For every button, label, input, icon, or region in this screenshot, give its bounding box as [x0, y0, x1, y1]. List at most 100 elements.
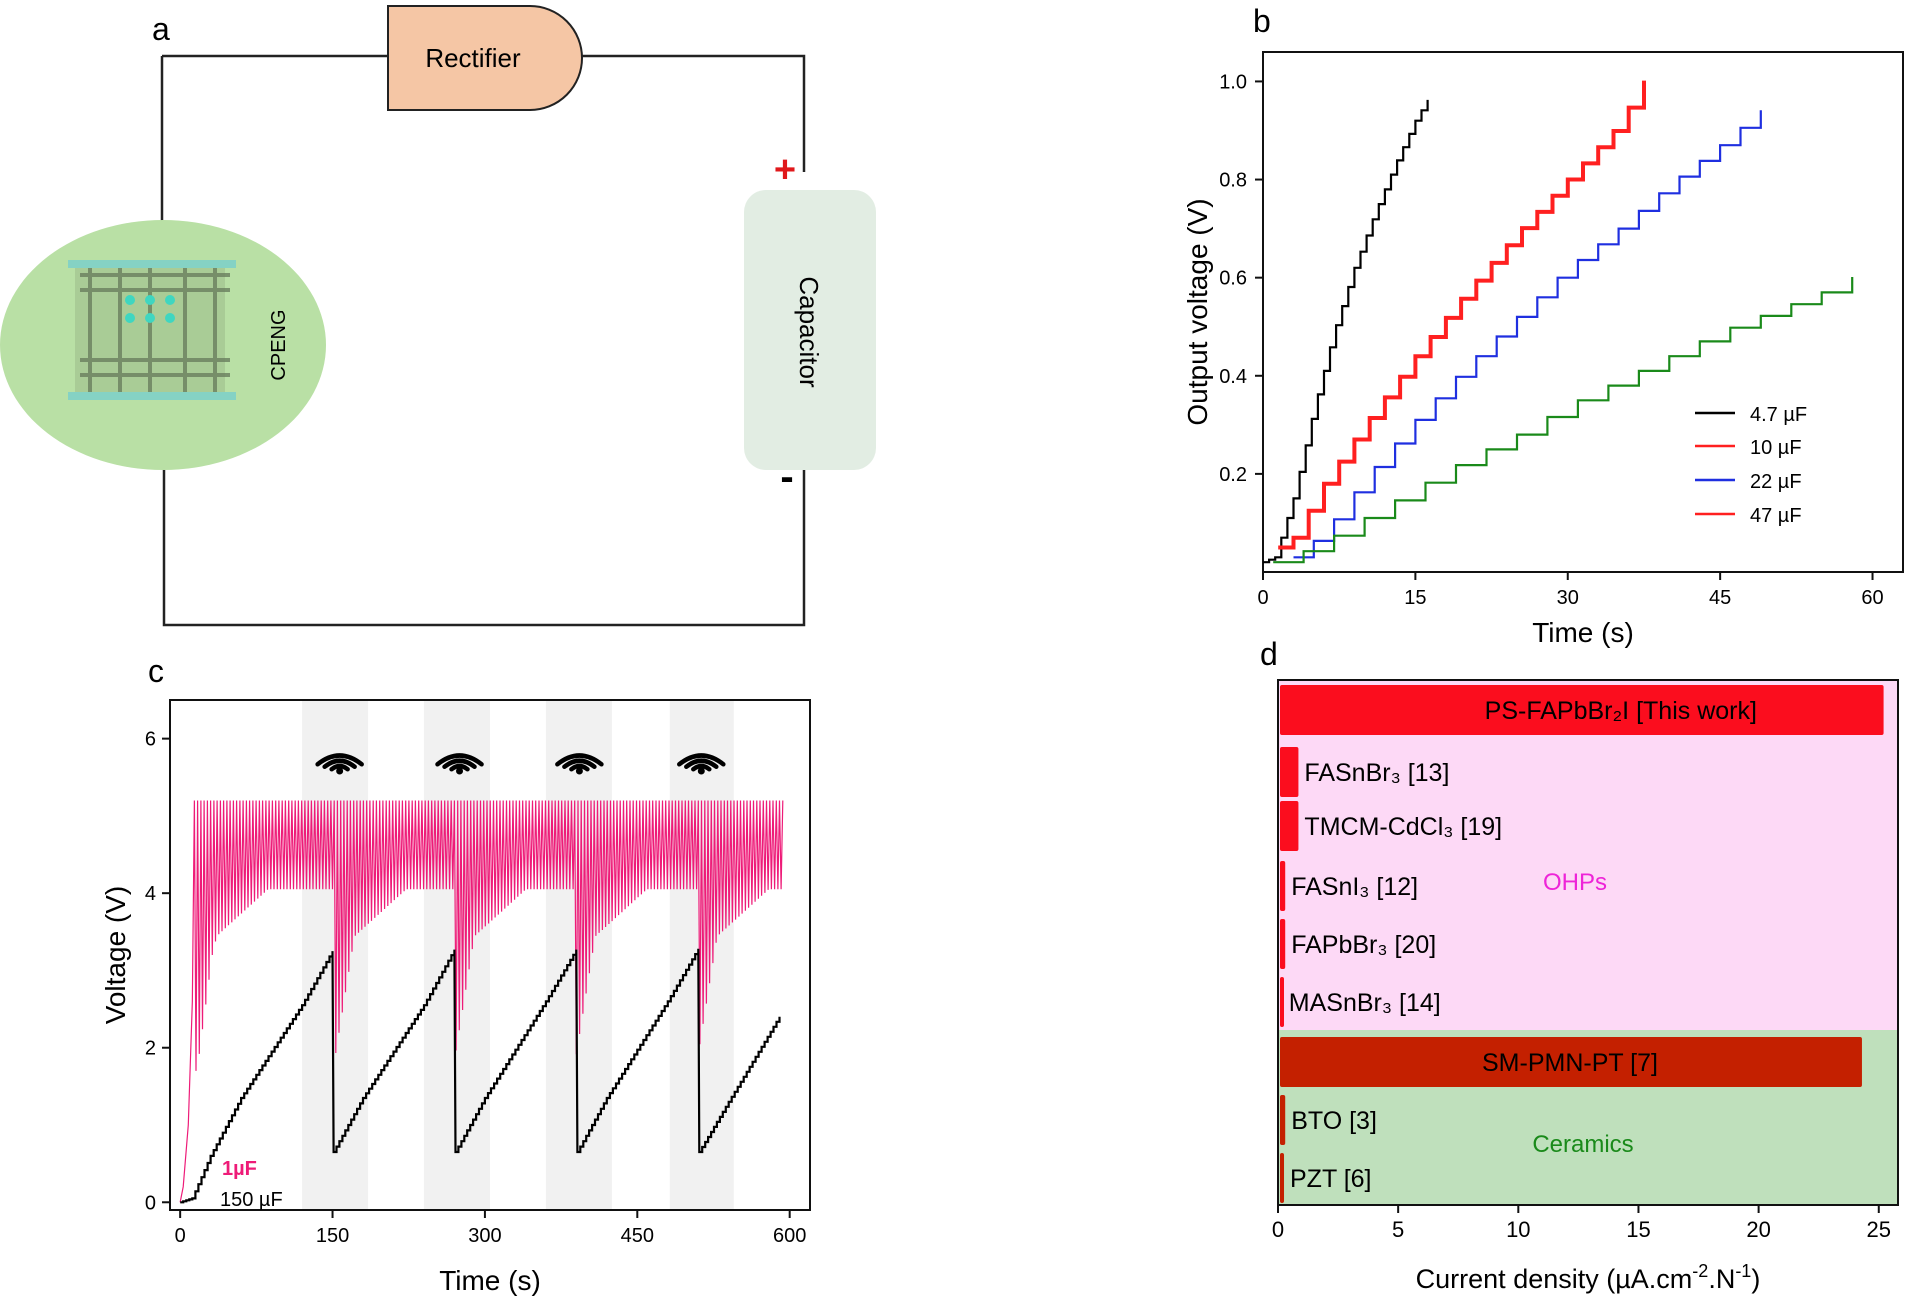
plot-c-frame: [169, 699, 811, 1211]
plot-c-xtick-label: 300: [468, 1225, 501, 1247]
plot-c-ytick-label: 6: [145, 729, 156, 751]
plot-d-bar-label: FASnBr₃ [13]: [1304, 759, 1449, 787]
minus-terminal-icon: -: [780, 455, 793, 499]
plot-d-bar: [1280, 1037, 1862, 1087]
capacitor-block: [744, 190, 876, 470]
plot-c-ylabel: Voltage (V): [100, 886, 131, 1025]
plot-c-ytick-label: 2: [145, 1038, 156, 1060]
plot-d-axes: 0 5 10 15 20 25: [1272, 1205, 1891, 1242]
plot-d-xtick-label: 0: [1272, 1217, 1284, 1242]
plot-d-group-ohps: OHPs: [1543, 869, 1607, 896]
wifi-arc: [684, 758, 719, 769]
plot-c-ytick-label: 4: [145, 883, 156, 905]
wifi-dot: [575, 767, 583, 775]
plot-b-series-3: [1273, 277, 1854, 564]
plot-b-series-0: [1263, 99, 1429, 564]
wifi-icon: [555, 753, 604, 775]
wifi-arc: [435, 753, 484, 767]
plot-d-xtick-label: 15: [1626, 1217, 1650, 1242]
panel-a: a Rectifier Capacitor + -: [0, 5, 876, 627]
plot-d-bar-label: PS-FAPbBr₂I [This work]: [1485, 697, 1757, 725]
plot-d-ohps-region: [1278, 680, 1898, 1030]
plot-b-series-1: [1278, 80, 1646, 550]
plot-b-legend: 4.7 µF 10 µF 22 µF 47 µF: [1695, 404, 1807, 527]
capacitor-label: Capacitor: [794, 276, 824, 388]
cpeng-label: CPENG: [268, 309, 290, 380]
plot-b-ytick-label: 0.6: [1219, 268, 1247, 290]
plot-b-series-2: [1293, 110, 1762, 559]
plot-d-bar: [1280, 861, 1286, 911]
plot-b-ytick-label: 0.8: [1219, 170, 1247, 192]
cpeng-structure-icon: [68, 260, 236, 400]
wifi-arc: [442, 758, 477, 769]
wifi-arc: [569, 763, 590, 772]
plot-b-axes: 0 15 30 45 60 0.2 0.4 0.6 0.8 1.0: [1219, 71, 1883, 609]
plot-b-xtick-label: 60: [1861, 587, 1883, 609]
plot-b-xtick-label: 45: [1709, 587, 1731, 609]
wifi-icon: [315, 753, 364, 775]
plot-c-wifi-icons: [315, 753, 726, 775]
legend-b-label-1: 10 µF: [1750, 437, 1802, 459]
plot-d-bar: [1280, 919, 1286, 969]
plot-c-series-1uf: [179, 800, 784, 1203]
plot-b-frame: [1262, 51, 1904, 573]
plot-d-xtick-label: 25: [1867, 1217, 1891, 1242]
plot-d-bar-label: SM-PMN-PT [7]: [1482, 1049, 1658, 1077]
legend-b-label-3: 47 µF: [1750, 505, 1802, 527]
plot-d-group-ceramics: Ceramics: [1532, 1131, 1633, 1158]
plot-b-xtick-label: 15: [1404, 587, 1426, 609]
plot-b-ytick-label: 0.2: [1219, 464, 1247, 486]
plot-d-bar-label: FAPbBr₃ [20]: [1291, 931, 1436, 959]
plot-d-bar-label: TMCM-CdCl₃ [19]: [1304, 813, 1502, 841]
plot-d-bar: [1280, 1153, 1285, 1203]
panel-d: d PS-FAPbBr₂I [This work] FASnBr₃ [13] TMC…: [1260, 636, 1899, 1294]
wifi-arc: [322, 758, 357, 769]
plot-c-xtick-label: 450: [621, 1225, 654, 1247]
wifi-dot: [456, 767, 464, 775]
plot-d-bar-label: BTO [3]: [1291, 1107, 1377, 1135]
wifi-arc: [677, 753, 726, 767]
plot-d-bars: PS-FAPbBr₂I [This work] FASnBr₃ [13] TMCM-…: [1280, 685, 1884, 1203]
plot-c-axes: 0 150 300 450 600 0 2 4 6: [145, 729, 806, 1247]
plot-d-xtick-label: 10: [1506, 1217, 1530, 1242]
rectifier-block: [387, 5, 583, 111]
plot-b-ylabel: Output voltage (V): [1182, 198, 1213, 425]
plot-c-label-1uf: 1µF: [222, 1158, 257, 1180]
wifi-dot: [336, 767, 344, 775]
plot-c-xtick-label: 150: [316, 1225, 349, 1247]
plot-c-series: [179, 800, 784, 1204]
legend-b-label-2: 22 µF: [1750, 471, 1802, 493]
plot-c-xtick-label: 600: [773, 1225, 806, 1247]
wifi-dot: [697, 767, 705, 775]
plus-terminal-icon: +: [774, 149, 796, 191]
plot-d-xtick-label: 5: [1392, 1217, 1404, 1242]
wifi-arc: [562, 758, 597, 769]
plot-c-xtick-label: 0: [175, 1225, 186, 1247]
wifi-arc: [315, 753, 364, 767]
plot-c-label-150uf: 150 µF: [220, 1189, 283, 1211]
wifi-arc: [555, 753, 604, 767]
plot-b-series: [1263, 80, 1854, 564]
plot-d-bar-label: PZT [6]: [1290, 1165, 1372, 1193]
wifi-arc: [329, 763, 350, 772]
plot-d-bar: [1280, 747, 1299, 797]
panel-label-b: b: [1253, 3, 1271, 39]
plot-b-ytick-label: 1.0: [1219, 71, 1247, 93]
panel-label-a: a: [152, 11, 170, 47]
wifi-icon: [435, 753, 484, 775]
plot-d-bar: [1280, 685, 1884, 735]
plot-c-shaded-intervals: [302, 700, 734, 1210]
panel-label-d: d: [1260, 636, 1278, 672]
panel-label-c: c: [148, 653, 164, 689]
plot-d-frame: [1277, 679, 1899, 1206]
plot-d-bar-label: MASnBr₃ [14]: [1289, 989, 1441, 1017]
plot-c-ytick-label: 0: [145, 1192, 156, 1214]
legend-b-label-0: 4.7 µF: [1750, 404, 1807, 426]
panel-b: b 0 15 30 45 60 0.2 0.4 0.6 0.8 1.0 4.7 µF 10 µF …: [1182, 3, 1904, 648]
wifi-arc: [691, 763, 712, 772]
wifi-icon: [677, 753, 726, 775]
circuit-wire: [160, 54, 806, 627]
plot-d-bar: [1280, 977, 1284, 1027]
